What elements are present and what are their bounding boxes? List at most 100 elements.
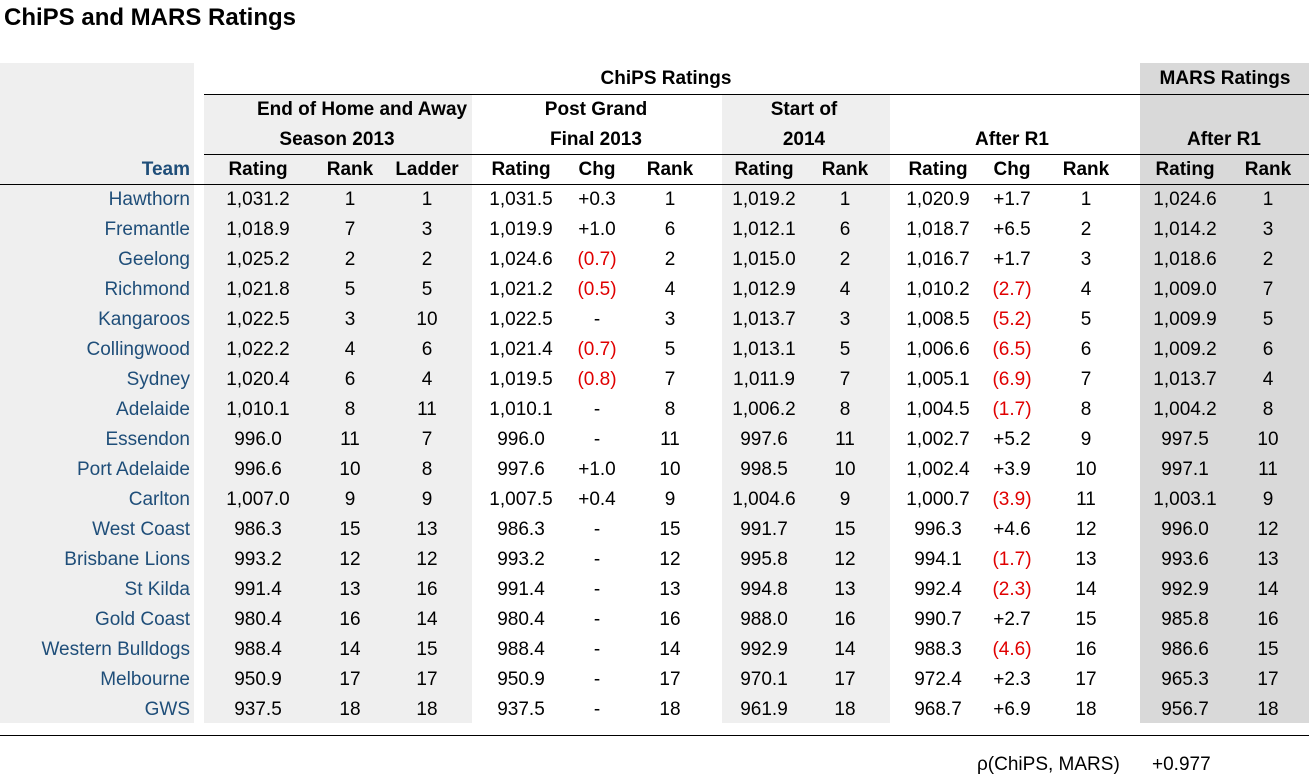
table-cell: 990.7 xyxy=(914,609,962,630)
table-cell: 968.7 xyxy=(914,699,962,720)
table-cell: 1,013.7 xyxy=(732,309,796,330)
table-cell: 988.4 xyxy=(497,639,545,660)
table-cell: - xyxy=(593,699,601,720)
table-cell: 1,004.6 xyxy=(732,489,796,510)
team-name: Richmond xyxy=(104,279,190,300)
table-cell: 1,016.7 xyxy=(906,249,970,270)
table-cell: 993.2 xyxy=(497,549,545,570)
table-cell: 1,009.9 xyxy=(1153,309,1217,330)
table-cell: 1,009.2 xyxy=(1153,339,1217,360)
table-cell: 14 xyxy=(416,609,438,630)
table-cell: 2 xyxy=(1262,249,1274,270)
table-cell: 5 xyxy=(421,279,433,300)
table-cell: +2.3 xyxy=(993,669,1031,690)
table-cell: 4 xyxy=(421,369,433,390)
table-cell: 986.3 xyxy=(497,519,545,540)
table-cell: 3 xyxy=(664,309,676,330)
table-cell: - xyxy=(593,609,601,630)
table-cell: 4 xyxy=(1080,279,1092,300)
table-cell: 9 xyxy=(1262,489,1274,510)
table-cell: 11 xyxy=(660,429,680,450)
table-cell: (1.7) xyxy=(992,549,1032,570)
column-band xyxy=(482,95,712,723)
subgroup-header-line2: After R1 xyxy=(1187,129,1261,150)
team-name: Kangaroos xyxy=(98,309,190,330)
table-cell: 1,031.5 xyxy=(489,189,553,210)
table-cell: 1,024.6 xyxy=(489,249,553,270)
table-cell: 992.9 xyxy=(740,639,788,660)
table-cell: 2 xyxy=(839,249,851,270)
table-cell: 2 xyxy=(664,249,676,270)
table-cell: 7 xyxy=(839,369,851,390)
table-cell: 997.6 xyxy=(740,429,788,450)
table-cell: 3 xyxy=(421,219,433,240)
table-cell: 1,014.2 xyxy=(1153,219,1217,240)
table-cell: 16 xyxy=(416,579,438,600)
table-cell: 937.5 xyxy=(497,699,545,720)
table-cell: 4 xyxy=(664,279,676,300)
table-cell: 1,019.2 xyxy=(732,189,796,210)
team-name: Gold Coast xyxy=(94,609,190,630)
column-header: Ladder xyxy=(395,159,459,180)
table-cell: 12 xyxy=(1257,519,1279,540)
table-cell: +4.6 xyxy=(993,519,1031,540)
table-cell: 4 xyxy=(344,339,356,360)
table-cell: 1,004.2 xyxy=(1153,399,1217,420)
table-cell: 992.9 xyxy=(1161,579,1209,600)
table-cell: (0.7) xyxy=(577,339,617,360)
table-rule xyxy=(0,735,1309,736)
table-cell: 3 xyxy=(839,309,851,330)
table-cell: 7 xyxy=(664,369,676,390)
table-cell: 12 xyxy=(659,549,681,570)
team-name: GWS xyxy=(144,699,190,720)
table-cell: 1,025.2 xyxy=(226,249,290,270)
table-cell: 1,013.1 xyxy=(732,339,796,360)
table-cell: 17 xyxy=(1257,669,1279,690)
table-cell: 1,022.5 xyxy=(489,309,553,330)
table-cell: 10 xyxy=(1257,429,1279,450)
table-cell: +1.7 xyxy=(993,189,1031,210)
table-cell: 996.3 xyxy=(914,519,962,540)
table-cell: 1,018.6 xyxy=(1153,249,1217,270)
table-cell: 6 xyxy=(1262,339,1274,360)
table-cell: 980.4 xyxy=(234,609,282,630)
table-cell: 1,021.4 xyxy=(489,339,553,360)
table-cell: (0.8) xyxy=(577,369,617,390)
table-cell: 10 xyxy=(416,309,438,330)
table-cell: 1,021.8 xyxy=(226,279,290,300)
team-name: Port Adelaide xyxy=(76,459,190,480)
table-cell: 9 xyxy=(664,489,676,510)
table-cell: 13 xyxy=(339,579,361,600)
table-cell: 10 xyxy=(339,459,361,480)
table-cell: 1,002.7 xyxy=(906,429,970,450)
column-header: Rank xyxy=(326,159,374,180)
table-cell: +3.9 xyxy=(993,459,1031,480)
table-cell: 4 xyxy=(839,279,851,300)
table-rule xyxy=(204,154,1309,155)
table-cell: 1,008.5 xyxy=(906,309,970,330)
team-name: St Kilda xyxy=(124,579,190,600)
table-cell: 11 xyxy=(340,429,360,450)
table-cell: 8 xyxy=(344,399,356,420)
table-cell: 16 xyxy=(659,609,681,630)
table-cell: 17 xyxy=(834,669,856,690)
table-cell: 995.8 xyxy=(740,549,788,570)
table-cell: 9 xyxy=(421,489,433,510)
table-cell: 16 xyxy=(1075,639,1097,660)
table-cell: 16 xyxy=(1257,609,1279,630)
table-cell: 1,012.9 xyxy=(732,279,796,300)
column-header: Rank xyxy=(1062,159,1110,180)
table-cell: (4.6) xyxy=(992,639,1032,660)
table-cell: 17 xyxy=(1075,669,1097,690)
table-cell: 1,002.4 xyxy=(906,459,970,480)
table-cell: 1 xyxy=(664,189,676,210)
table-cell: 12 xyxy=(1075,519,1097,540)
column-header: Chg xyxy=(993,159,1031,180)
table-cell: 5 xyxy=(344,279,356,300)
table-cell: 10 xyxy=(1075,459,1097,480)
table-cell: 13 xyxy=(1075,549,1097,570)
table-cell: +1.0 xyxy=(578,219,616,240)
table-cell: 6 xyxy=(664,219,676,240)
table-cell: 3 xyxy=(1080,249,1092,270)
table-cell: 985.8 xyxy=(1161,609,1209,630)
